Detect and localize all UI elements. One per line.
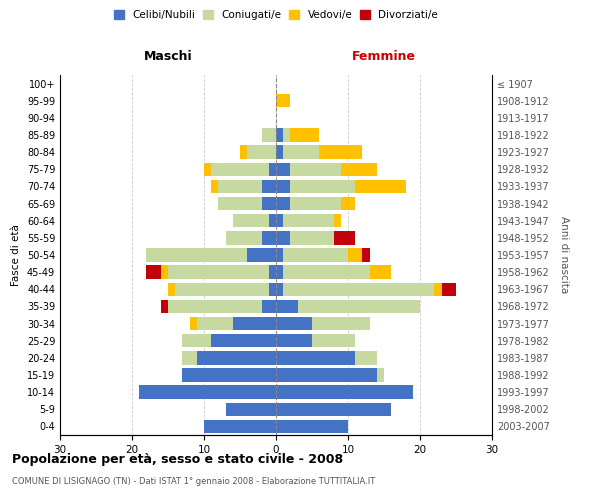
Bar (276, 214, 283, 228)
Bar (204, 420, 276, 433)
Bar (276, 231, 290, 244)
Bar (197, 351, 276, 364)
Bar (362, 248, 370, 262)
Bar (276, 180, 290, 193)
Bar (276, 334, 312, 347)
Bar (211, 334, 276, 347)
Bar (290, 180, 355, 193)
Bar (290, 231, 334, 244)
Bar (298, 300, 420, 313)
Text: Popolazione per età, sesso e stato civile - 2008: Popolazione per età, sesso e stato civil… (12, 452, 343, 466)
Bar (161, 300, 168, 313)
Bar (276, 402, 391, 416)
Bar (139, 386, 276, 399)
Bar (442, 282, 456, 296)
Bar (197, 317, 233, 330)
Bar (283, 128, 290, 141)
Bar (262, 128, 276, 141)
Bar (290, 128, 319, 141)
Bar (168, 300, 262, 313)
Bar (262, 231, 276, 244)
Bar (269, 266, 276, 279)
Bar (370, 266, 391, 279)
Bar (276, 368, 377, 382)
Bar (182, 334, 211, 347)
Bar (211, 180, 218, 193)
Y-axis label: Fasce di età: Fasce di età (11, 224, 21, 286)
Bar (283, 266, 370, 279)
Text: Femmine: Femmine (352, 50, 416, 63)
Bar (283, 214, 334, 228)
Bar (211, 162, 269, 176)
Bar (276, 128, 283, 141)
Bar (247, 146, 276, 159)
Bar (348, 248, 362, 262)
Bar (269, 214, 276, 228)
Bar (290, 197, 341, 210)
Bar (218, 180, 262, 193)
Bar (276, 94, 290, 108)
Bar (334, 231, 355, 244)
Bar (434, 282, 442, 296)
Bar (276, 300, 298, 313)
Bar (341, 197, 355, 210)
Bar (276, 162, 290, 176)
Bar (233, 214, 269, 228)
Bar (182, 351, 197, 364)
Bar (276, 248, 283, 262)
Bar (283, 248, 348, 262)
Bar (146, 266, 161, 279)
Bar (226, 231, 262, 244)
Bar (276, 146, 283, 159)
Text: COMUNE DI LISIGNAGO (TN) - Dati ISTAT 1° gennaio 2008 - Elaborazione TUTTITALIA.: COMUNE DI LISIGNAGO (TN) - Dati ISTAT 1°… (12, 478, 375, 486)
Text: Maschi: Maschi (143, 50, 193, 63)
Y-axis label: Anni di nascita: Anni di nascita (559, 216, 569, 294)
Bar (377, 368, 384, 382)
Bar (355, 351, 377, 364)
Bar (226, 402, 276, 416)
Bar (146, 248, 247, 262)
Bar (269, 282, 276, 296)
Bar (319, 146, 362, 159)
Bar (312, 334, 355, 347)
Bar (276, 266, 283, 279)
Bar (290, 162, 341, 176)
Bar (161, 266, 168, 279)
Bar (218, 197, 262, 210)
Bar (262, 197, 276, 210)
Bar (276, 386, 413, 399)
Bar (168, 266, 269, 279)
Bar (355, 180, 406, 193)
Bar (276, 197, 290, 210)
Bar (262, 180, 276, 193)
Bar (334, 214, 341, 228)
Bar (312, 317, 370, 330)
Bar (276, 282, 283, 296)
Bar (262, 300, 276, 313)
Bar (233, 317, 276, 330)
Bar (168, 282, 175, 296)
Bar (182, 368, 276, 382)
Bar (276, 420, 348, 433)
Bar (190, 317, 197, 330)
Bar (283, 146, 319, 159)
Bar (269, 162, 276, 176)
Bar (283, 282, 434, 296)
Bar (276, 317, 312, 330)
Legend: Celibi/Nubili, Coniugati/e, Vedovi/e, Divorziati/e: Celibi/Nubili, Coniugati/e, Vedovi/e, Di… (114, 10, 438, 20)
Bar (204, 162, 211, 176)
Bar (175, 282, 269, 296)
Bar (247, 248, 276, 262)
Bar (276, 351, 355, 364)
Bar (341, 162, 377, 176)
Bar (240, 146, 247, 159)
